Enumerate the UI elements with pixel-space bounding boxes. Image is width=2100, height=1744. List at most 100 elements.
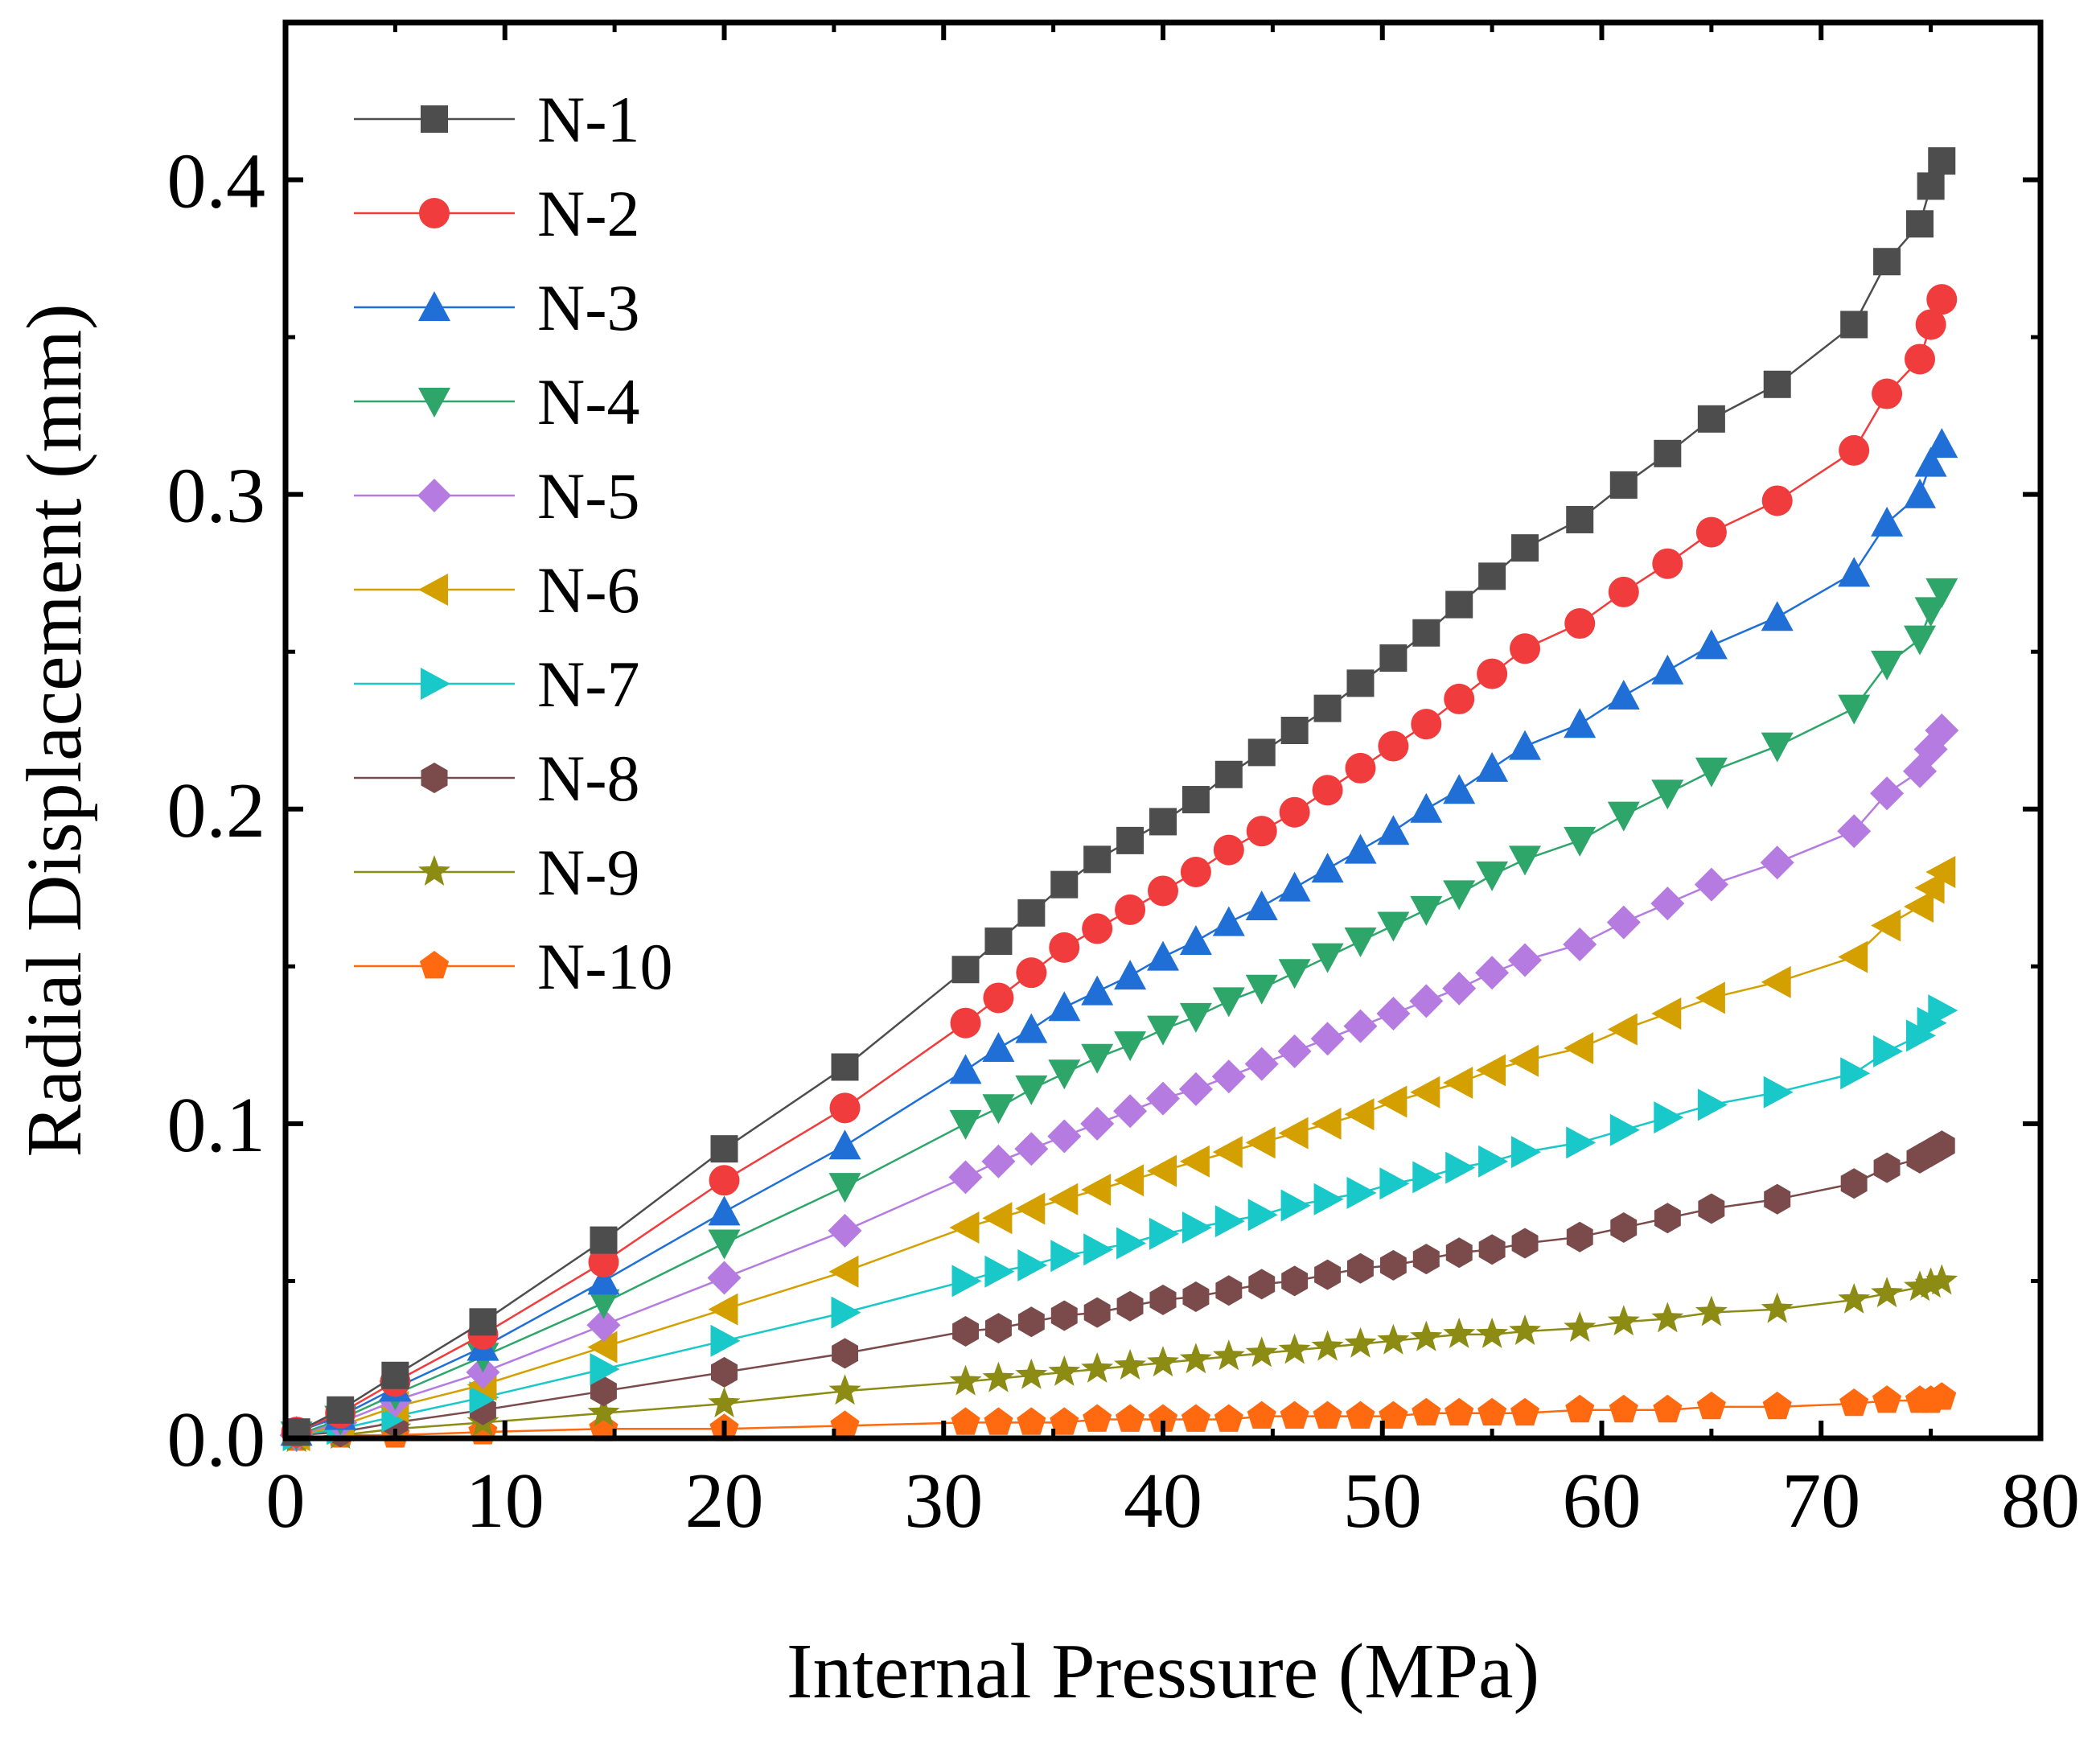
legend-marker [419, 198, 450, 228]
data-point [1116, 1290, 1144, 1322]
data-point [1445, 590, 1473, 619]
data-point [1410, 1320, 1443, 1351]
data-point [1313, 1183, 1344, 1215]
data-point [832, 1338, 858, 1369]
x-tick-label: 60 [1563, 1458, 1642, 1545]
data-point [1871, 909, 1901, 942]
data-point [1607, 1013, 1638, 1046]
data-point [1443, 774, 1476, 804]
data-point [1566, 1221, 1593, 1252]
y-tick-label: 0.3 [167, 453, 266, 540]
legend-item-N-7: N-7 [354, 648, 640, 721]
data-point [1928, 1130, 1955, 1162]
data-point [1344, 833, 1377, 864]
data-point [381, 1361, 409, 1389]
data-point [982, 1032, 1015, 1062]
data-point [1904, 1270, 1936, 1302]
data-point [1412, 619, 1440, 647]
data-point [1510, 633, 1541, 664]
data-point [707, 1261, 742, 1295]
data-point [1478, 1145, 1509, 1178]
data-point [984, 928, 1013, 956]
data-point [1081, 1043, 1114, 1074]
data-point [1114, 960, 1147, 990]
data-point [1048, 1059, 1081, 1090]
data-point [590, 1376, 617, 1407]
data-point [1212, 987, 1245, 1018]
data-point [1211, 1059, 1246, 1094]
data-point [1412, 1244, 1440, 1275]
x-tick-label: 0 [266, 1458, 306, 1545]
data-point [1760, 845, 1794, 880]
data-point [1182, 1281, 1210, 1312]
data-point [1245, 1126, 1276, 1159]
data-point [1180, 857, 1211, 887]
data-point [1608, 576, 1639, 607]
legend-item-N-4: N-4 [354, 365, 640, 438]
data-point [587, 1265, 620, 1295]
data-point [1566, 1126, 1597, 1159]
legend-marker [421, 105, 448, 133]
data-point [1148, 875, 1178, 907]
data-point [1116, 1227, 1147, 1260]
data-point [1178, 1071, 1213, 1106]
data-point [1114, 1164, 1145, 1197]
legend-label: N-2 [537, 177, 640, 250]
data-point [1278, 959, 1311, 989]
data-point [949, 1211, 980, 1244]
data-point [1926, 284, 1958, 315]
data-point [1445, 1397, 1474, 1426]
data-point [1411, 709, 1442, 740]
data-point [1564, 608, 1596, 640]
data-point [1697, 405, 1725, 433]
data-point [1114, 1349, 1147, 1380]
data-point [1147, 940, 1179, 971]
data-point [1245, 1336, 1278, 1368]
legend-marker [419, 951, 450, 979]
data-point [1654, 1101, 1684, 1134]
data-point [1015, 1075, 1048, 1105]
data-point [708, 1293, 738, 1326]
data-point [1182, 786, 1210, 814]
data-point [1017, 1306, 1045, 1338]
data-point [828, 1173, 861, 1203]
data-point [1147, 1154, 1177, 1187]
y-axis-title: Radial Displacement (mm) [11, 303, 98, 1157]
data-point [1511, 1136, 1541, 1169]
data-point [1476, 751, 1509, 782]
data-point [1607, 801, 1640, 832]
data-point [1565, 1394, 1595, 1423]
legend-label: N-10 [537, 930, 673, 1003]
data-point [1281, 1265, 1309, 1297]
legend-label: N-4 [537, 365, 640, 438]
data-point [1115, 894, 1146, 925]
data-point [1377, 815, 1410, 845]
data-point [1182, 1211, 1212, 1244]
data-point [1345, 752, 1376, 784]
data-point [1694, 867, 1728, 902]
data-point [1509, 845, 1541, 876]
legend-marker [421, 763, 448, 793]
data-point [1445, 1151, 1476, 1184]
data-point [982, 1361, 1015, 1392]
data-point [1839, 1388, 1869, 1417]
legend: N-1 N-2 N-3 N-4 N-5 N-6 N-7 N-8 N-9 N-10 [354, 83, 673, 1003]
data-point [1181, 1404, 1210, 1432]
data-point [1925, 714, 1959, 747]
data-point [1212, 1136, 1243, 1169]
x-tick-label: 40 [1124, 1458, 1202, 1545]
data-point [1050, 1300, 1078, 1331]
data-point [1651, 1302, 1684, 1333]
data-point [1443, 880, 1476, 911]
data-point [1376, 997, 1411, 1030]
data-point [1695, 516, 1727, 548]
data-point [1607, 1305, 1640, 1336]
data-point [1412, 1397, 1441, 1426]
data-point [1653, 1394, 1683, 1423]
data-point [1247, 1199, 1278, 1232]
data-point [1179, 1343, 1212, 1374]
data-point [1445, 1237, 1473, 1269]
data-point [1871, 506, 1904, 537]
data-point [1214, 760, 1243, 788]
